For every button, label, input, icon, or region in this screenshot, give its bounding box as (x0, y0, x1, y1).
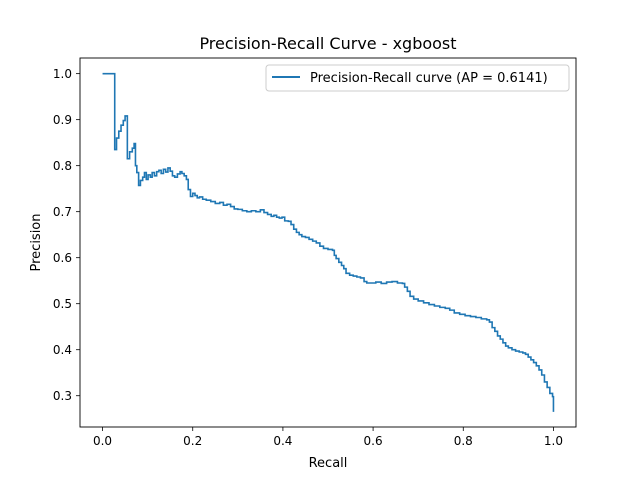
x-tick-label: 0.2 (183, 434, 202, 448)
pr-curve-line (102, 72, 555, 412)
y-tick-label: 0.9 (53, 113, 72, 127)
x-tick-label: 0.4 (273, 434, 292, 448)
x-tick-label: 0.8 (454, 434, 473, 448)
y-tick-label: 0.6 (53, 251, 72, 265)
y-tick-label: 1.0 (53, 67, 72, 81)
y-tick-label: 0.3 (53, 389, 72, 403)
x-axis-label: Recall (309, 456, 348, 471)
legend-label: Precision-Recall curve (AP = 0.6141) (310, 71, 548, 86)
plot-frame (79, 57, 577, 428)
legend: Precision-Recall curve (AP = 0.6141) (265, 64, 570, 92)
x-tick-label: 0.6 (364, 434, 383, 448)
y-tick-label: 0.5 (53, 297, 72, 311)
y-tick-label: 0.7 (53, 205, 72, 219)
plot-area (79, 57, 577, 428)
series-layer (102, 72, 555, 412)
legend-box (265, 64, 570, 92)
x-tick-label: 1.0 (544, 434, 563, 448)
x-tick-label: 0.0 (93, 434, 112, 448)
x-axis: 0.0 0.2 0.4 0.6 0.8 1.0 (93, 427, 563, 448)
plot-background (80, 58, 576, 427)
chart-title: Precision-Recall Curve - xgboost (199, 34, 456, 53)
y-axis: 0.3 0.4 0.5 0.6 0.7 0.8 0.9 1.0 (53, 67, 80, 403)
y-tick-label: 0.4 (53, 343, 72, 357)
y-axis-label: Precision (29, 213, 44, 271)
y-tick-label: 0.8 (53, 159, 72, 173)
